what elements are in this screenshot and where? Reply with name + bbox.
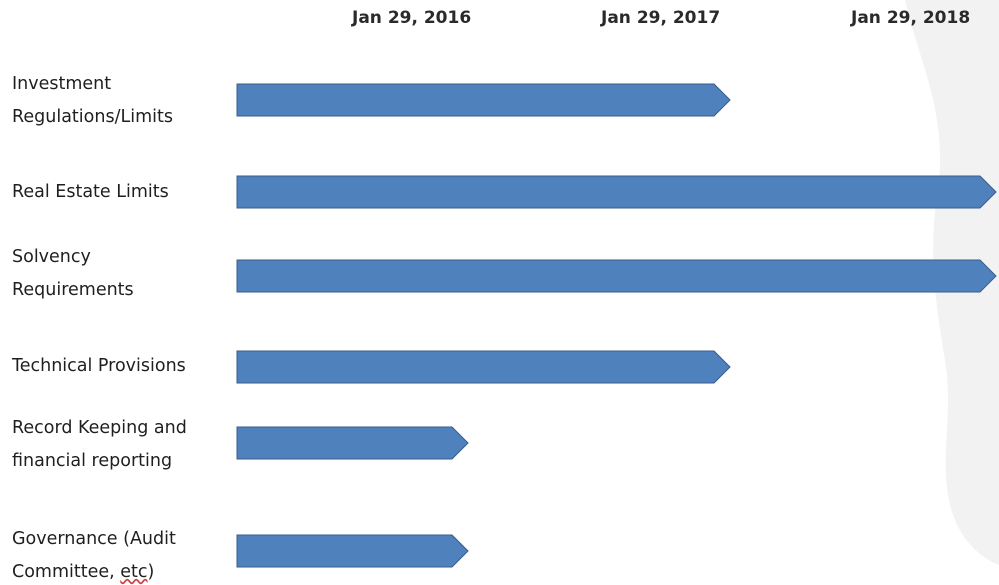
task-label-technical-provisions: Technical Provisions: [12, 356, 186, 376]
date-tick-2018: Jan 29, 2018: [851, 8, 971, 28]
gantt-bar-4: [236, 350, 731, 384]
task-label-investment-regulations: Investment Regulations/Limits: [12, 74, 173, 127]
date-tick-2016: Jan 29, 2016: [352, 8, 472, 28]
task-label-solvency-requirements: Solvency Requirements: [12, 247, 134, 300]
gantt-bar-1: [236, 83, 731, 117]
gantt-bar-2: [236, 175, 997, 209]
date-tick-2017: Jan 29, 2017: [601, 8, 721, 28]
gantt-bar-3: [236, 259, 997, 293]
task-label-governance: Governance (Audit Committee, etc): [12, 529, 176, 582]
task-label-record-keeping: Record Keeping and financial reporting: [12, 418, 187, 471]
task-label-real-estate-limits: Real Estate Limits: [12, 182, 169, 202]
gantt-bar-5: [236, 426, 469, 460]
gantt-bar-6: [236, 534, 469, 568]
